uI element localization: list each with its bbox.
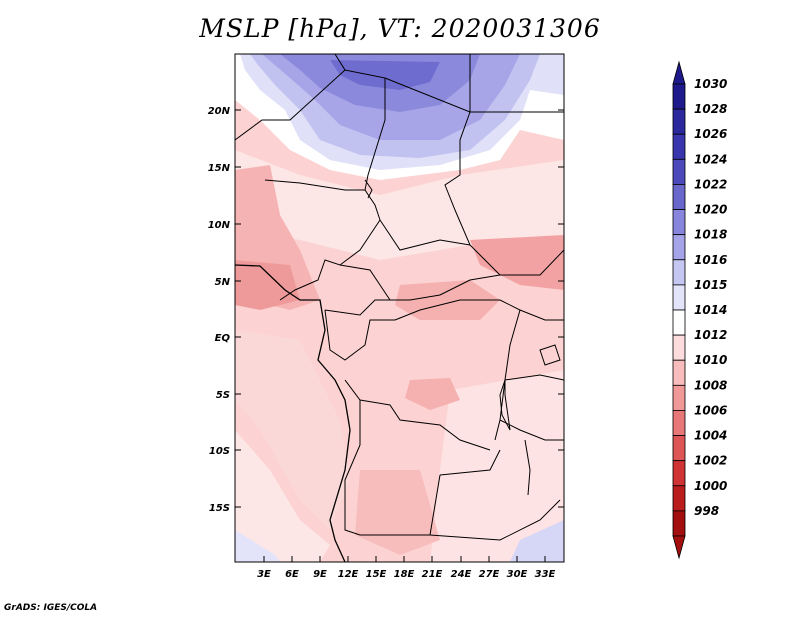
colorbar-swatch xyxy=(672,108,686,135)
lake-victoria xyxy=(539,344,561,366)
colorbar-swatch xyxy=(672,410,686,436)
colorbar-bottom-arrow xyxy=(672,535,686,560)
colorbar-swatch xyxy=(672,384,686,411)
colorbar-label: 1010 xyxy=(694,353,727,367)
field-1010-congo xyxy=(405,378,460,410)
colorbar-label: 1004 xyxy=(694,429,727,443)
colorbar-swatch xyxy=(672,133,686,160)
border-sudan xyxy=(444,111,564,276)
pressure-field xyxy=(235,54,564,562)
colorbar-label: 1000 xyxy=(694,479,727,493)
colorbar-label: 1030 xyxy=(694,77,727,91)
field-1014-southeast xyxy=(430,370,564,562)
field-1022 xyxy=(330,60,440,90)
field-1010-angola xyxy=(355,470,440,555)
lat-label: 15S xyxy=(209,503,230,514)
lon-label: 27E xyxy=(479,569,500,580)
colorbar-swatch xyxy=(672,460,686,487)
colorbar-label: 1014 xyxy=(694,303,727,317)
colorbar-swatch xyxy=(672,209,686,236)
colorbar-label: 1015 xyxy=(694,278,727,292)
field-1012-coast xyxy=(235,330,350,530)
lat-label: 10N xyxy=(208,220,231,231)
lat-label: 5S xyxy=(216,390,230,401)
lat-label: 20N xyxy=(208,106,231,117)
credit-label: GrADS: IGES/COLA xyxy=(4,603,98,613)
lake-malawi xyxy=(524,439,531,496)
colorbar-swatch xyxy=(672,334,686,361)
country-borders xyxy=(235,54,564,541)
lat-label: EQ xyxy=(215,333,231,344)
colorbar-label: 1018 xyxy=(694,228,727,242)
lon-label: 18E xyxy=(394,569,415,580)
lon-label: 12E xyxy=(338,569,359,580)
lat-label: 5N xyxy=(215,277,231,288)
colorbar-swatch xyxy=(672,359,686,386)
lake-chad xyxy=(364,179,373,199)
colorbar-label: 998 xyxy=(694,504,719,518)
border-gabon xyxy=(324,309,395,361)
field-1014-north xyxy=(235,150,564,260)
colorbar-swatch xyxy=(672,284,686,311)
colorbar-swatch xyxy=(672,234,686,261)
colorbar-label: 1012 xyxy=(694,328,727,342)
lon-label: 9E xyxy=(313,569,327,580)
field-1014-southwest xyxy=(235,430,330,562)
lon-label: 15E xyxy=(366,569,387,580)
border-nigeria xyxy=(279,219,381,301)
lon-ticks xyxy=(263,556,546,562)
lon-label: 21E xyxy=(422,569,443,580)
lon-label: 3E xyxy=(257,569,271,580)
colorbar-swatch xyxy=(672,309,686,336)
colorbar-label: 1026 xyxy=(694,127,727,141)
coastline xyxy=(234,264,351,563)
colorbar-label: 1028 xyxy=(694,102,727,116)
lat-labels: 20N 15N 10N 5N EQ 5S 10S 15S xyxy=(208,106,231,514)
lat-ticks xyxy=(235,109,564,508)
lat-label: 10S xyxy=(209,446,230,457)
lon-labels: 3E 6E 9E 12E 15E 18E 21E 24E 27E 30E 33E xyxy=(257,569,555,580)
lat-label: 15N xyxy=(208,163,231,174)
colorbar-label: 1020 xyxy=(694,203,727,217)
colorbar-swatch xyxy=(672,83,686,110)
colorbar-label: 1016 xyxy=(694,253,727,267)
colorbar-swatch xyxy=(672,259,686,286)
colorbar-swatch xyxy=(672,510,686,537)
lake-tanganyika xyxy=(499,379,511,431)
map-title: MSLP [hPa], VT: 2020031306 xyxy=(199,14,601,43)
lon-label: 24E xyxy=(451,569,472,580)
colorbar-label: 1024 xyxy=(694,152,727,166)
colorbar-top-arrow xyxy=(672,60,686,85)
colorbar-swatch xyxy=(672,485,686,512)
colorbar-swatch xyxy=(672,158,686,185)
colorbar-label: 1002 xyxy=(694,454,727,468)
field-1015-southwest xyxy=(235,530,280,562)
border-car xyxy=(339,264,501,301)
border-sahel xyxy=(264,179,365,191)
colorbar-legend: 1030 1028 1026 1024 1022 1020 1018 1016 1015 1014… xyxy=(672,60,727,560)
lon-label: 30E xyxy=(507,569,528,580)
colorbar-label: 1022 xyxy=(694,177,727,191)
colorbar-swatch xyxy=(672,435,686,462)
colorbar-label: 1008 xyxy=(694,378,727,392)
lon-label: 6E xyxy=(285,569,299,580)
colorbar-label: 1006 xyxy=(694,403,727,417)
field-1008-east xyxy=(470,235,564,290)
lon-label: 33E xyxy=(535,569,556,580)
field-1016-southeast xyxy=(510,520,564,562)
colorbar-swatch xyxy=(672,184,686,210)
map-frame xyxy=(234,53,565,563)
